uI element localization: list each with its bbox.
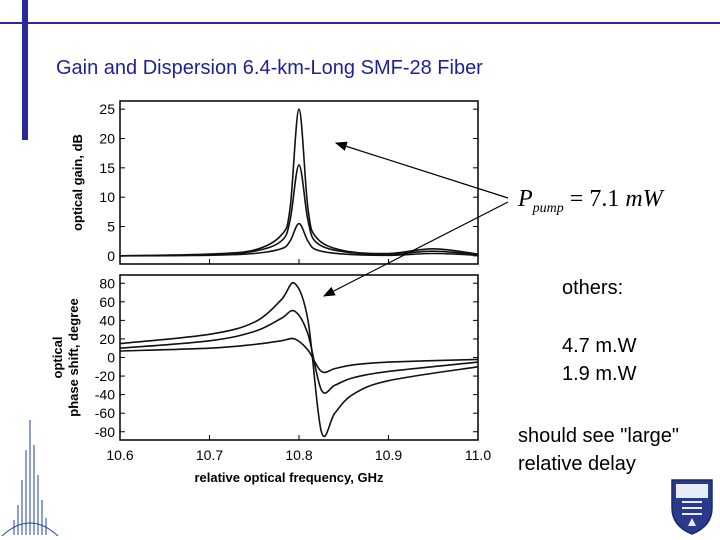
formula-subscript: pump [532,201,564,216]
phase-ytick-label: -60 [95,405,115,421]
gain-plot-frame [119,100,479,265]
phase-ytick-label: 60 [99,294,115,310]
phase-ylabel-line-1: optical [50,337,65,379]
phase-ytick-label: 20 [99,331,115,347]
gain-ytick-label: 5 [107,219,115,235]
phase-panel: 80 60 40 20 0 -20 -40 -60 -80 10.6 10.7 10.8 10.9 11.… [50,274,491,485]
gain-ytick-label: 20 [99,130,115,146]
phase-ylabel-line-2: phase shift, degree [66,298,81,416]
note-delay-2: relative delay [518,453,636,475]
slide-title: Gain and Dispersion 6.4-km-Long SMF-28 F… [56,57,483,79]
phase-xtick-label: 10.9 [375,447,402,463]
phase-series-line-1 [119,281,479,438]
gain-ytick-label: 10 [99,189,115,205]
gain-ytick-label: 15 [99,160,115,176]
formula-w: W [642,186,663,212]
note-others: others: [562,277,624,299]
arrow-to-gain [334,141,509,199]
arrow-to-phase [322,201,509,297]
gain-series-line-1 [119,108,479,257]
phase-ytick-label: -40 [95,387,115,403]
phase-ytick-label: 40 [99,312,115,328]
phase-ytick-label: -20 [95,368,115,384]
formula-m: m [625,186,643,212]
gain-series-line-2 [119,164,479,257]
gain-ytick-label: 0 [107,248,115,264]
gain-ytick-label: 25 [99,101,115,117]
phase-xtick-label: 11.0 [465,447,491,463]
pump-power-formula: Ppump = 7.1 mW [518,186,663,217]
phase-xtick-label: 10.6 [106,447,133,463]
phase-series-line-2 [119,309,479,394]
phase-ytick-label: -80 [95,424,115,440]
university-shield-logo [671,479,713,535]
phase-xtick-label: 10.8 [285,447,312,463]
formula-equals: = 7.1 [563,186,626,212]
decorative-vertical-bar [22,0,28,140]
gain-panel: 0 5 10 15 20 25 optical gain, dB [70,100,479,265]
phase-xtick-label: 10.7 [196,447,223,463]
decorative-horizontal-bar [0,22,720,24]
phase-series-line-3 [119,337,479,374]
spectrum-decoration-icon [1,420,59,537]
gain-ylabel: optical gain, dB [70,134,85,231]
phase-xlabel: relative optical frequency, GHz [194,470,384,485]
note-value-2: 1.9 m.W [562,363,637,385]
note-delay-1: should see "large" [518,425,679,447]
formula-p: P [518,186,533,212]
phase-ytick-label: 80 [99,275,115,291]
gain-series-line-3 [119,222,479,257]
pointer-arrows [322,141,509,297]
phase-plot-frame [119,274,479,441]
phase-ytick-label: 0 [107,350,115,366]
note-value-1: 4.7 m.W [562,335,637,357]
